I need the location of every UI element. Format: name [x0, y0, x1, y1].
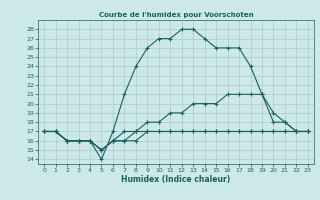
Title: Courbe de l'humidex pour Voorschoten: Courbe de l'humidex pour Voorschoten: [99, 12, 253, 18]
X-axis label: Humidex (Indice chaleur): Humidex (Indice chaleur): [121, 175, 231, 184]
